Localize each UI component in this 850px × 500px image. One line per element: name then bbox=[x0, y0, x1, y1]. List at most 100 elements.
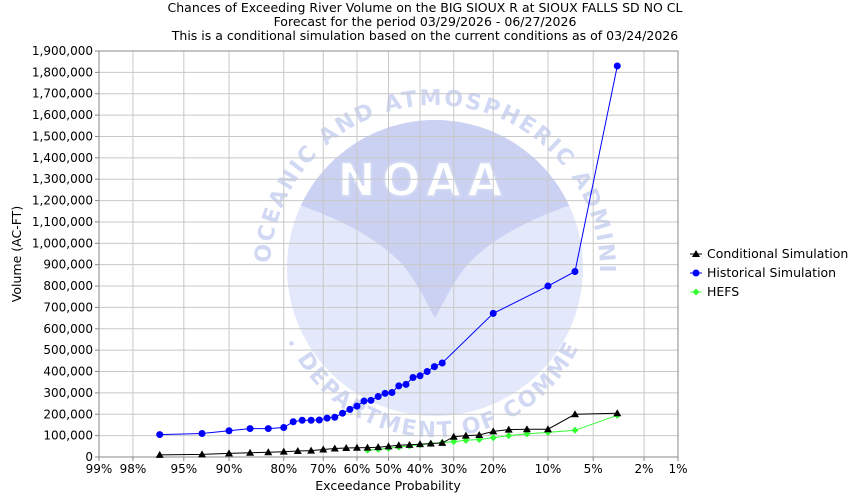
x-tick-label: 1% bbox=[668, 462, 687, 476]
x-tick-label: 10% bbox=[535, 462, 562, 476]
legend-swatch-marker bbox=[692, 269, 700, 277]
axes: 99% 98% 95% 90% 80% 70% 60% 50% 40% 30% 20% 10% 5% 2%… bbox=[32, 44, 688, 476]
y-tick-label: 1,300,000 bbox=[32, 172, 93, 186]
data-point-conditional-simulation bbox=[426, 439, 435, 447]
data-point-historical-simulation bbox=[346, 405, 354, 413]
legend-swatch-marker bbox=[692, 250, 700, 257]
title-line-1: Chances of Exceeding River Volume on the… bbox=[168, 0, 683, 15]
data-point-conditional-simulation bbox=[416, 440, 425, 448]
data-point-historical-simulation bbox=[395, 382, 403, 390]
y-tick-label: 400,000 bbox=[43, 365, 93, 379]
legend-label: Conditional Simulation bbox=[707, 246, 848, 261]
x-tick-label: 50% bbox=[375, 462, 402, 476]
data-point-conditional-simulation bbox=[352, 443, 361, 451]
data-point-conditional-simulation bbox=[342, 444, 351, 452]
data-point-hefs bbox=[571, 426, 579, 434]
series-conditional-simulation bbox=[155, 409, 622, 458]
x-tick-label: 98% bbox=[120, 462, 147, 476]
y-tick-label: 1,700,000 bbox=[32, 87, 93, 101]
x-tick-label: 95% bbox=[170, 462, 197, 476]
y-tick-label: 1,800,000 bbox=[32, 65, 93, 79]
x-tick-label: 99% bbox=[86, 462, 113, 476]
data-point-conditional-simulation bbox=[475, 430, 484, 438]
x-tick-label: 90% bbox=[216, 462, 243, 476]
data-point-conditional-simulation bbox=[293, 447, 302, 455]
legend-swatch-marker bbox=[692, 288, 700, 296]
x-tick-label: 30% bbox=[440, 462, 467, 476]
data-point-conditional-simulation bbox=[225, 449, 234, 457]
data-point-conditional-simulation bbox=[330, 444, 339, 452]
data-point-hefs bbox=[489, 434, 497, 442]
data-point-conditional-simulation bbox=[155, 450, 164, 458]
data-point-historical-simulation bbox=[613, 62, 621, 70]
grid bbox=[99, 50, 678, 457]
y-tick-label: 900,000 bbox=[43, 258, 93, 272]
x-tick-label: 80% bbox=[270, 462, 297, 476]
data-point-hefs bbox=[505, 432, 513, 440]
data-point-historical-simulation bbox=[315, 416, 323, 424]
data-point-historical-simulation bbox=[381, 389, 389, 397]
data-point-historical-simulation bbox=[571, 268, 579, 276]
data-point-conditional-simulation bbox=[438, 438, 447, 446]
x-tick-label: 40% bbox=[407, 462, 434, 476]
y-tick-label: 100,000 bbox=[43, 429, 93, 443]
legend-item-conditional-simulation: Conditional Simulation bbox=[690, 246, 848, 261]
data-point-historical-simulation bbox=[430, 363, 438, 371]
legend: Conditional Simulation Historical Simulat… bbox=[690, 246, 848, 299]
data-point-conditional-simulation bbox=[246, 448, 255, 456]
data-point-historical-simulation bbox=[331, 413, 339, 421]
data-point-conditional-simulation bbox=[570, 410, 579, 418]
y-tick-label: 1,400,000 bbox=[32, 151, 93, 165]
y-tick-label: 1,000,000 bbox=[32, 236, 93, 250]
data-point-historical-simulation bbox=[423, 368, 431, 376]
y-tick-label: 0 bbox=[85, 450, 93, 464]
data-point-conditional-simulation bbox=[319, 445, 328, 453]
legend-label: HEFS bbox=[707, 284, 739, 299]
data-point-historical-simulation bbox=[198, 429, 206, 437]
data-point-historical-simulation bbox=[353, 402, 361, 410]
data-point-historical-simulation bbox=[264, 425, 272, 433]
data-point-historical-simulation bbox=[307, 416, 315, 424]
data-point-conditional-simulation bbox=[307, 446, 316, 454]
y-tick-label: 1,100,000 bbox=[32, 215, 93, 229]
data-point-historical-simulation bbox=[374, 393, 382, 401]
data-point-historical-simulation bbox=[388, 388, 396, 396]
data-point-historical-simulation bbox=[409, 374, 417, 382]
data-point-conditional-simulation bbox=[543, 425, 552, 433]
y-tick-label: 1,600,000 bbox=[32, 108, 93, 122]
data-point-conditional-simulation bbox=[522, 425, 531, 433]
data-point-historical-simulation bbox=[438, 359, 446, 367]
y-tick-label: 1,200,000 bbox=[32, 194, 93, 208]
data-point-historical-simulation bbox=[360, 397, 368, 405]
series-historical-simulation bbox=[156, 62, 621, 439]
legend-label: Historical Simulation bbox=[707, 265, 836, 280]
y-tick-label: 500,000 bbox=[43, 343, 93, 357]
data-point-historical-simulation bbox=[156, 431, 164, 439]
x-axis-label: Exceedance Probability bbox=[315, 478, 461, 493]
data-point-conditional-simulation bbox=[384, 442, 393, 450]
series bbox=[155, 62, 622, 458]
data-point-historical-simulation bbox=[416, 372, 424, 380]
data-point-historical-simulation bbox=[289, 418, 297, 426]
data-point-conditional-simulation bbox=[198, 450, 207, 458]
x-tick-label: 20% bbox=[480, 462, 507, 476]
data-point-historical-simulation bbox=[298, 416, 306, 424]
data-point-conditional-simulation bbox=[374, 443, 383, 451]
title-line-2: Forecast for the period 03/29/2026 - 06/… bbox=[274, 14, 577, 29]
data-point-historical-simulation bbox=[367, 396, 375, 404]
y-tick-label: 800,000 bbox=[43, 279, 93, 293]
data-point-conditional-simulation bbox=[279, 447, 288, 455]
data-point-conditional-simulation bbox=[363, 443, 372, 451]
data-point-historical-simulation bbox=[489, 309, 497, 317]
data-point-historical-simulation bbox=[280, 424, 288, 432]
data-point-historical-simulation bbox=[402, 380, 410, 388]
y-tick-label: 200,000 bbox=[43, 407, 93, 421]
y-tick-label: 1,500,000 bbox=[32, 129, 93, 143]
data-point-historical-simulation bbox=[544, 282, 552, 290]
data-point-conditional-simulation bbox=[449, 432, 458, 440]
data-point-historical-simulation bbox=[323, 414, 331, 422]
data-point-conditional-simulation bbox=[264, 448, 273, 456]
y-tick-label: 600,000 bbox=[43, 322, 93, 336]
data-point-hefs bbox=[450, 438, 458, 446]
